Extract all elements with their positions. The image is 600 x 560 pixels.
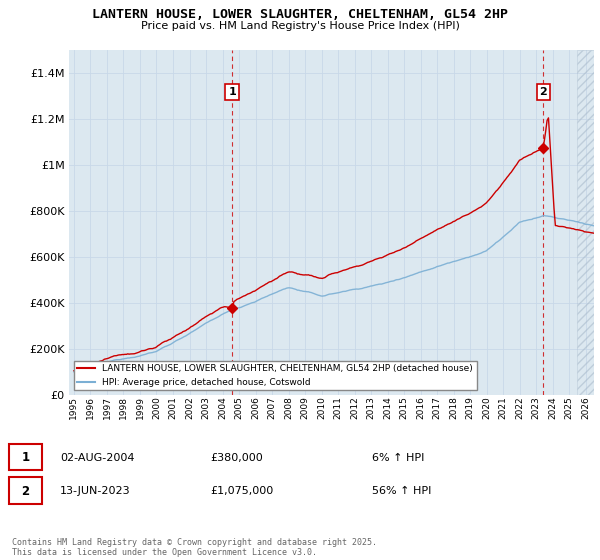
Text: 56% ↑ HPI: 56% ↑ HPI bbox=[372, 486, 431, 496]
Text: 2: 2 bbox=[539, 87, 547, 97]
Text: LANTERN HOUSE, LOWER SLAUGHTER, CHELTENHAM, GL54 2HP: LANTERN HOUSE, LOWER SLAUGHTER, CHELTENH… bbox=[92, 8, 508, 21]
Text: 2: 2 bbox=[22, 484, 29, 498]
Text: 02-AUG-2004: 02-AUG-2004 bbox=[60, 452, 134, 463]
Text: Contains HM Land Registry data © Crown copyright and database right 2025.
This d: Contains HM Land Registry data © Crown c… bbox=[12, 538, 377, 557]
Text: 6% ↑ HPI: 6% ↑ HPI bbox=[372, 452, 424, 463]
Text: 1: 1 bbox=[22, 451, 29, 464]
Text: £1,075,000: £1,075,000 bbox=[210, 486, 273, 496]
Text: 1: 1 bbox=[228, 87, 236, 97]
Text: £380,000: £380,000 bbox=[210, 452, 263, 463]
Text: Price paid vs. HM Land Registry's House Price Index (HPI): Price paid vs. HM Land Registry's House … bbox=[140, 21, 460, 31]
Text: 13-JUN-2023: 13-JUN-2023 bbox=[60, 486, 131, 496]
Legend: LANTERN HOUSE, LOWER SLAUGHTER, CHELTENHAM, GL54 2HP (detached house), HPI: Aver: LANTERN HOUSE, LOWER SLAUGHTER, CHELTENH… bbox=[74, 361, 477, 390]
